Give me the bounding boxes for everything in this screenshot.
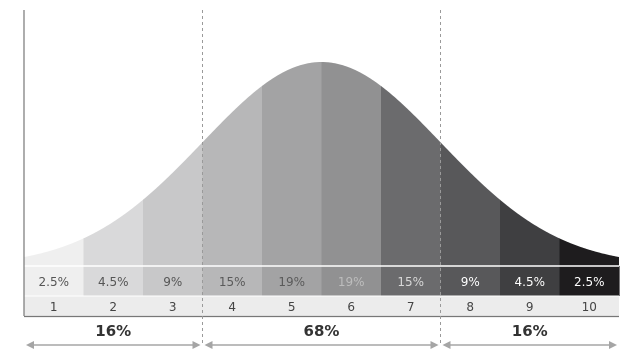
curve-band-2 (83, 62, 144, 266)
index-label-3: 3 (169, 300, 177, 314)
percent-cell-10 (559, 266, 620, 296)
index-label-9: 9 (526, 300, 534, 314)
index-strip (24, 296, 619, 316)
curve-band-9 (500, 62, 561, 266)
percent-cell-4 (202, 266, 263, 296)
percent-cell-7 (381, 266, 442, 296)
curve-band-6 (321, 62, 382, 266)
curve-band-1 (24, 62, 85, 266)
group-arrow-right-3 (609, 341, 617, 349)
percent-cell-5 (262, 266, 323, 296)
percent-cell-8 (440, 266, 501, 296)
percent-label-6: 19% (338, 275, 365, 289)
bell-bands (24, 62, 619, 266)
group-arrow-left-3 (442, 341, 451, 349)
percent-label-10: 2.5% (574, 275, 605, 289)
curve-band-7 (381, 62, 442, 266)
percent-label-3: 9% (163, 275, 182, 289)
group-arrow-right-1 (192, 341, 201, 349)
curve-band-4 (202, 62, 263, 266)
group-arrow-right-2 (430, 341, 439, 349)
percent-label-8: 9% (461, 275, 480, 289)
group-label-1: 16% (95, 322, 131, 340)
curve-band-5 (262, 62, 323, 266)
curve-band-8 (440, 62, 501, 266)
percent-cell-9 (500, 266, 561, 296)
index-label-10: 10 (582, 300, 597, 314)
percent-cell-1 (24, 266, 85, 296)
percent-label-2: 4.5% (98, 275, 129, 289)
percent-label-9: 4.5% (515, 275, 546, 289)
index-label-7: 7 (407, 300, 415, 314)
index-label-4: 4 (228, 300, 236, 314)
group-arrow-left-1 (26, 341, 34, 349)
curve-band-3 (143, 62, 204, 266)
index-label-5: 5 (288, 300, 296, 314)
curve-band-10 (559, 62, 619, 266)
percent-label-1: 2.5% (39, 275, 70, 289)
group-arrow-left-2 (204, 341, 213, 349)
index-label-6: 6 (347, 300, 355, 314)
group-label-3: 16% (512, 322, 548, 340)
percent-label-5: 19% (278, 275, 305, 289)
index-label-2: 2 (109, 300, 117, 314)
percent-cell-6 (321, 266, 382, 296)
percent-label-7: 15% (397, 275, 424, 289)
percent-cell-3 (143, 266, 204, 296)
index-label-1: 1 (50, 300, 58, 314)
percent-label-4: 15% (219, 275, 246, 289)
percent-cell-2 (83, 266, 144, 296)
index-label-8: 8 (466, 300, 474, 314)
group-label-2: 68% (304, 322, 340, 340)
